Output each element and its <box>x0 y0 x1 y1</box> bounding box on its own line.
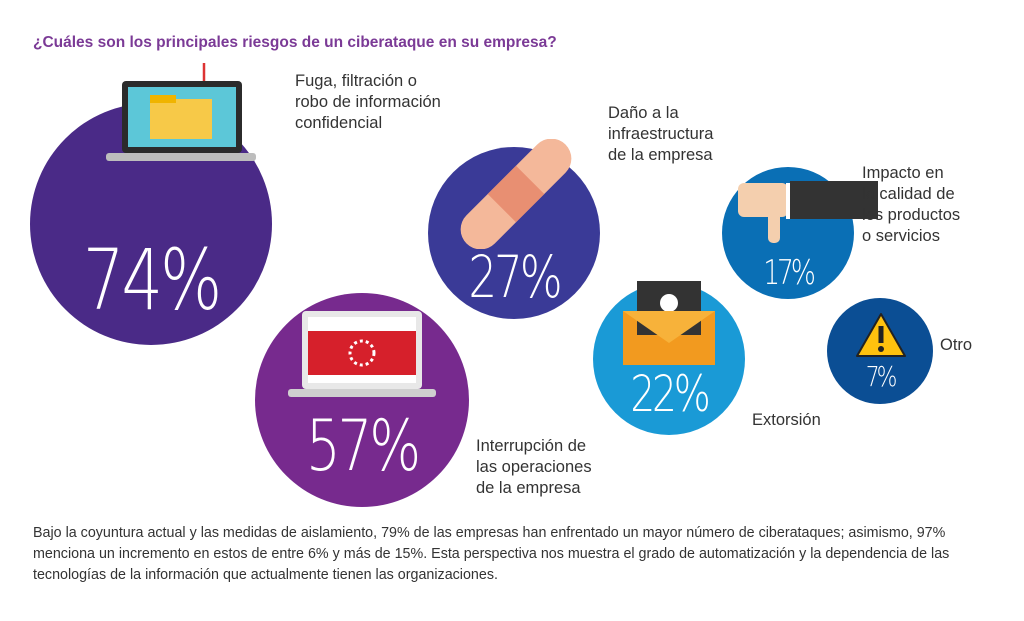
label-line: Otro <box>940 336 973 354</box>
label-line: infraestructura <box>608 125 714 143</box>
warning-icon <box>856 313 906 357</box>
label-data-leak: Fuga, filtración o robo de información c… <box>295 71 441 134</box>
bubble-infrastructure: 27% <box>428 139 600 319</box>
value-7: 7% <box>865 360 898 393</box>
label-extortion: Extorsión <box>752 410 821 431</box>
label-line: las operaciones <box>476 458 592 476</box>
bubble-data-leak: 74% <box>30 63 272 345</box>
bubble-operations: 57% <box>255 293 469 507</box>
label-line: confidencial <box>295 114 383 132</box>
infographic-title: ¿Cuáles son los principales riesgos de u… <box>33 34 557 51</box>
bandage-icon <box>460 139 572 249</box>
laptop-loading-icon <box>288 311 436 397</box>
label-line: Extorsión <box>752 411 821 429</box>
label-line: robo de información <box>295 93 441 111</box>
label-operations: Interrupción de las operaciones de la em… <box>476 436 592 499</box>
value-17: 17% <box>763 253 816 293</box>
label-line: o servicios <box>862 227 940 245</box>
label-line: los productos <box>862 206 961 224</box>
label-line: Interrupción de <box>476 437 587 455</box>
footnote-paragraph: Bajo la coyuntura actual y las medidas d… <box>33 525 950 583</box>
value-74: 74% <box>82 231 222 329</box>
value-22: 22% <box>630 365 710 423</box>
value-27: 27% <box>468 243 562 311</box>
bubble-other: 7% <box>827 298 933 404</box>
label-line: la calidad de <box>862 185 955 203</box>
label-line: Daño a la <box>608 104 679 122</box>
bubble-extortion: 22% <box>593 281 745 435</box>
thumbs-down-icon <box>738 181 878 243</box>
laptop-folder-hook-icon <box>106 63 256 161</box>
bubble-quality: 17% <box>722 167 878 299</box>
label-line: Impacto en <box>862 164 944 182</box>
label-other: Otro <box>940 335 972 356</box>
label-line: de la empresa <box>476 479 581 497</box>
label-line: Fuga, filtración o <box>295 72 417 90</box>
value-57: 57% <box>305 405 421 487</box>
label-quality: Impacto en la calidad de los productos o… <box>862 163 960 247</box>
skull-envelope-icon <box>623 281 715 365</box>
label-line: de la empresa <box>608 146 713 164</box>
label-infrastructure: Daño a la infraestructura de la empresa <box>608 103 713 166</box>
